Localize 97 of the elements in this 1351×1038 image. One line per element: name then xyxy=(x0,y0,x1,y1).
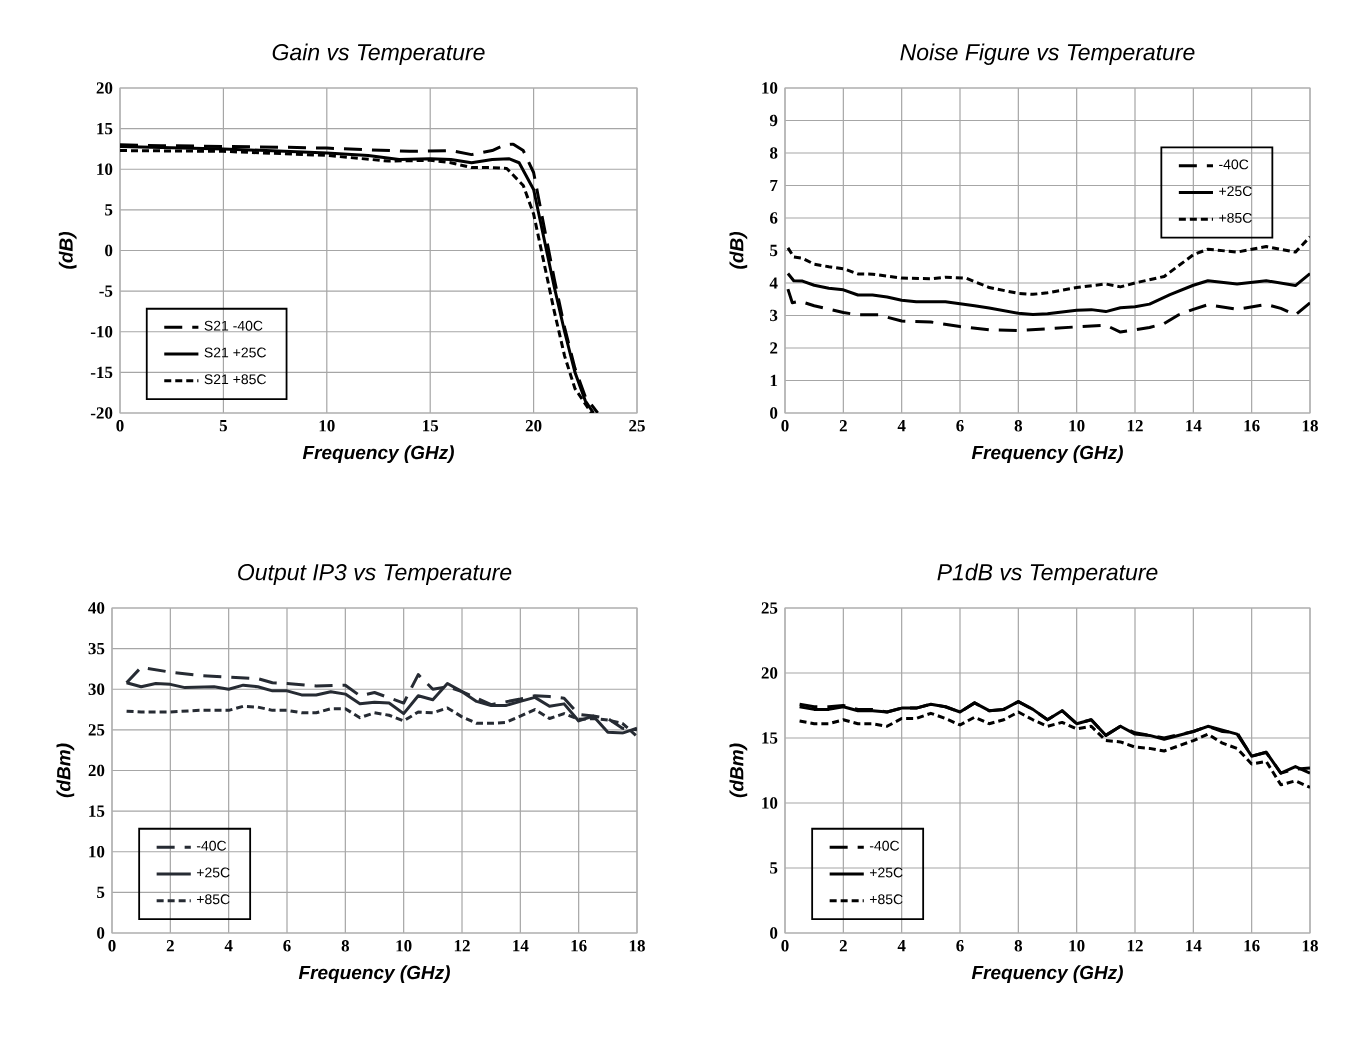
y-tick-label: 10 xyxy=(762,82,778,94)
x-tick-label: 12 xyxy=(1127,420,1143,432)
x-tick-label: 18 xyxy=(1302,420,1318,432)
line-series xyxy=(786,235,1310,296)
y-tick-label: 10 xyxy=(97,163,113,175)
y-axis-title: (dBm) xyxy=(56,743,75,798)
legend-label: -40C xyxy=(869,840,900,851)
x-axis-title: Frequency (GHz) xyxy=(302,445,454,463)
y-tick-label: 15 xyxy=(762,732,778,744)
x-tick-label: 6 xyxy=(956,420,964,432)
y-tick-label: 6 xyxy=(770,212,778,224)
legend-label: +25C xyxy=(1219,186,1252,197)
y-tick-label: 10 xyxy=(762,797,778,809)
y-tick-label: 4 xyxy=(769,277,778,289)
x-tick-label: 8 xyxy=(1014,940,1023,952)
x-axis-title: Frequency (GHz) xyxy=(971,965,1123,983)
y-tick-label: -10 xyxy=(90,326,113,338)
x-tick-label: 10 xyxy=(1069,420,1085,432)
y-tick-label: 0 xyxy=(97,927,105,939)
x-tick-label: 6 xyxy=(956,940,964,952)
x-tick-label: 14 xyxy=(1186,420,1202,432)
x-tick-label: 2 xyxy=(839,940,847,952)
y-tick-label: 0 xyxy=(770,407,778,419)
y-tick-label: 5 xyxy=(97,886,105,898)
y-tick-label: 0 xyxy=(770,927,778,939)
y-tick-label: 25 xyxy=(761,602,778,614)
x-tick-label: 25 xyxy=(629,420,645,432)
x-tick-label: 16 xyxy=(1244,420,1260,432)
x-tick-label: 16 xyxy=(571,940,587,952)
y-tick-label: -5 xyxy=(99,285,113,297)
legend-label: -40C xyxy=(1219,159,1249,170)
y-tick-label: 20 xyxy=(88,764,105,777)
y-tick-label: 30 xyxy=(88,683,105,695)
legend-label: +85C xyxy=(196,894,230,905)
line-series xyxy=(786,272,1310,317)
y-tick-label: 35 xyxy=(88,642,105,655)
y-axis-title: (dB) xyxy=(58,232,77,269)
y-tick-label: 0 xyxy=(105,244,113,257)
x-tick-label: 10 xyxy=(396,940,412,952)
y-tick-label: 3 xyxy=(770,309,778,322)
y-tick-label: 20 xyxy=(761,667,778,679)
x-tick-label: 0 xyxy=(116,420,124,432)
y-tick-label: 8 xyxy=(770,147,778,159)
x-tick-label: 2 xyxy=(839,420,847,432)
y-tick-label: 1 xyxy=(770,374,778,387)
x-tick-label: 6 xyxy=(283,940,291,952)
x-tick-label: 12 xyxy=(454,940,470,952)
chart-title: Output IP3 vs Temperature xyxy=(238,564,512,585)
y-axis-title: (dB) xyxy=(729,232,748,269)
legend-label: +25C xyxy=(869,867,903,878)
y-tick-label: -20 xyxy=(90,407,113,419)
y-tick-label: 5 xyxy=(105,204,113,216)
y-tick-label: 7 xyxy=(770,179,778,192)
legend-label: S21 +25C xyxy=(204,347,266,358)
x-tick-label: 14 xyxy=(1186,940,1202,952)
x-tick-label: 10 xyxy=(1069,940,1085,952)
x-tick-label: 10 xyxy=(319,420,335,432)
y-tick-label: 10 xyxy=(89,846,105,858)
y-tick-label: 40 xyxy=(88,602,105,614)
x-tick-label: 16 xyxy=(1244,940,1260,952)
y-tick-label: 5 xyxy=(770,244,778,257)
legend-label: +85C xyxy=(869,894,903,905)
legend-label: -40C xyxy=(196,840,227,851)
legend-label: S21 -40C xyxy=(204,320,263,331)
x-tick-label: 0 xyxy=(781,940,789,952)
x-tick-label: 15 xyxy=(423,420,439,432)
chart-title: P1dB vs Temperature xyxy=(937,563,1158,585)
legend-label: +85C xyxy=(1219,212,1252,223)
y-tick-label: 5 xyxy=(770,862,778,874)
y-tick-label: -15 xyxy=(90,366,113,379)
y-tick-label: 20 xyxy=(96,82,113,94)
y-tick-label: 25 xyxy=(88,724,105,736)
legend-label: +25C xyxy=(196,867,230,878)
y-tick-label: 15 xyxy=(89,805,105,817)
x-tick-label: 8 xyxy=(1014,420,1023,432)
x-axis-title: Frequency (GHz) xyxy=(298,965,450,983)
legend-label: S21 +85C xyxy=(204,374,266,385)
x-tick-label: 14 xyxy=(513,940,529,952)
y-tick-label: 15 xyxy=(97,122,113,135)
line-series xyxy=(786,287,1310,334)
x-axis-title: Frequency (GHz) xyxy=(971,445,1123,463)
x-tick-label: 20 xyxy=(525,420,542,432)
x-tick-label: 5 xyxy=(219,420,228,432)
x-tick-label: 2 xyxy=(166,940,174,952)
y-axis-title: (dBm) xyxy=(729,743,748,798)
x-tick-label: 4 xyxy=(224,940,233,952)
chart-title: Noise Figure vs Temperature xyxy=(900,43,1195,65)
chart-title: Gain vs Temperature xyxy=(272,43,485,65)
x-tick-label: 4 xyxy=(897,420,906,432)
x-tick-label: 18 xyxy=(1302,940,1318,952)
x-tick-label: 4 xyxy=(897,940,906,952)
y-tick-label: 9 xyxy=(769,114,778,127)
y-tick-label: 2 xyxy=(770,342,778,354)
x-tick-label: 0 xyxy=(781,420,789,432)
x-tick-label: 8 xyxy=(341,940,350,952)
x-tick-label: 12 xyxy=(1127,940,1143,952)
x-tick-label: 18 xyxy=(629,940,645,952)
